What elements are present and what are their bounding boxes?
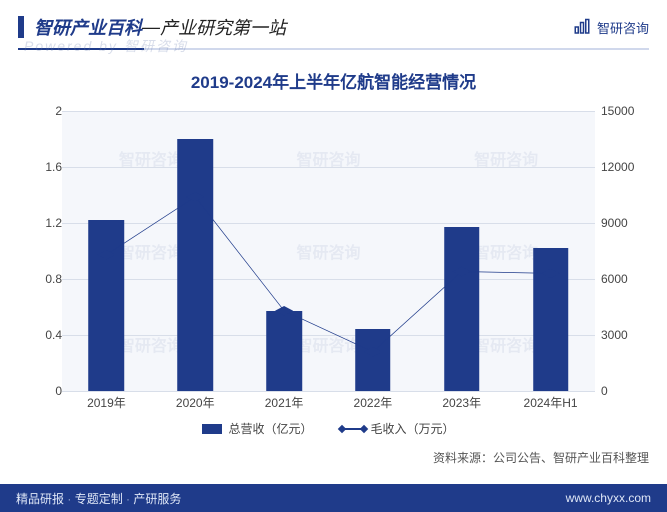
chart-title: 2019-2024年上半年亿航智能经营情况: [0, 68, 667, 93]
source-line: 资料来源：公司公告、智研产业百科整理: [0, 449, 649, 466]
legend-bar: 总营收（亿元）: [202, 420, 312, 437]
y-left-tick: 0.4: [18, 328, 62, 342]
watermark-top: Powered by 智研咨询: [24, 36, 188, 56]
y-axis-left: 00.40.81.21.62: [18, 111, 62, 391]
x-label: 2020年: [151, 394, 240, 411]
accent-bar: [18, 16, 24, 38]
y-right-tick: 15000: [601, 104, 655, 118]
footer-item: 专题定制: [75, 492, 134, 506]
source-label: 资料来源：: [433, 451, 493, 465]
site-separator: —: [142, 17, 160, 38]
x-label: 2024年H1: [506, 394, 595, 411]
legend-bar-label: 总营收（亿元）: [228, 420, 312, 437]
y-right-tick: 12000: [601, 160, 655, 174]
legend-bar-swatch: [202, 424, 222, 434]
footer-left: 精品研报专题定制产研服务: [16, 490, 181, 507]
y-right-tick: 9000: [601, 216, 655, 230]
legend-line-label: 毛收入（万元）: [371, 420, 455, 437]
legend-line: 毛收入（万元）: [341, 420, 455, 437]
y-right-tick: 3000: [601, 328, 655, 342]
y-left-tick: 1.6: [18, 160, 62, 174]
x-label: 2023年: [417, 394, 506, 411]
footer-item: 产研服务: [133, 492, 181, 506]
brand-right: 智研咨询: [573, 18, 649, 37]
y-axis-right: 03000600090001200015000: [595, 111, 649, 391]
footer-item: 精品研报: [16, 492, 75, 506]
footer-url: www.chyxx.com: [566, 491, 651, 505]
y-right-tick: 6000: [601, 272, 655, 286]
legend-line-swatch: [341, 428, 365, 430]
legend: 总营收（亿元） 毛收入（万元）: [62, 420, 595, 437]
bar-chart-icon: [573, 18, 591, 36]
chart: 00.40.81.21.62 03000600090001200015000 智…: [18, 111, 649, 441]
y-left-tick: 0: [18, 384, 62, 398]
source-text: 公司公告、智研产业百科整理: [493, 451, 649, 465]
footer: 精品研报专题定制产研服务 www.chyxx.com: [0, 484, 667, 512]
x-label: 2022年: [328, 394, 417, 411]
y-left-tick: 0.8: [18, 272, 62, 286]
x-axis: 2019年2020年2021年2022年2023年2024年H1: [62, 394, 595, 411]
plot-area: 智研咨询 智研咨询 智研咨询 智研咨询 智研咨询 智研咨询 智研咨询 智研咨询 …: [62, 111, 595, 391]
line-series: [62, 111, 595, 391]
x-label: 2019年: [62, 394, 151, 411]
y-right-tick: 0: [601, 384, 655, 398]
y-left-tick: 1.2: [18, 216, 62, 230]
brand-right-text: 智研咨询: [597, 18, 649, 37]
x-label: 2021年: [240, 394, 329, 411]
y-left-tick: 2: [18, 104, 62, 118]
